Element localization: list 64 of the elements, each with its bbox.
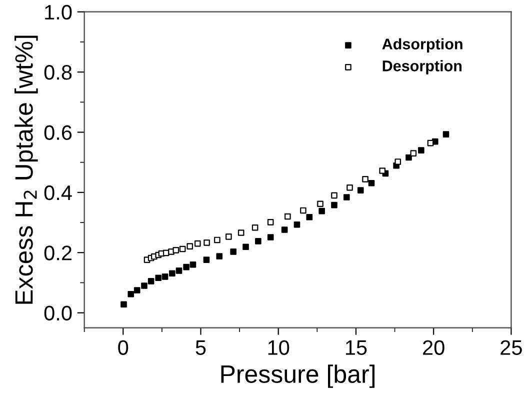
point	[368, 180, 375, 186]
y-tick-label: 0.6	[44, 125, 72, 140]
point	[317, 200, 324, 208]
point	[362, 176, 368, 182]
point	[267, 234, 274, 240]
point	[162, 274, 168, 280]
point	[267, 219, 274, 226]
point	[230, 248, 236, 255]
x-tick-label: 10	[268, 340, 290, 355]
point	[190, 261, 196, 268]
point	[134, 287, 140, 294]
point	[255, 238, 262, 244]
point	[141, 282, 148, 289]
point	[394, 158, 402, 165]
point	[357, 187, 364, 194]
y-tick-label: 0.0	[44, 306, 72, 321]
point	[306, 214, 313, 220]
point	[427, 140, 434, 146]
point	[186, 243, 194, 250]
point	[406, 154, 412, 161]
point	[442, 131, 450, 138]
point	[204, 240, 210, 246]
point	[148, 278, 154, 284]
point	[179, 246, 186, 252]
point	[379, 168, 386, 174]
point	[418, 147, 424, 154]
point	[169, 270, 176, 277]
point	[226, 234, 232, 240]
point	[284, 213, 291, 220]
y-axis-title: Excess H$_{2}$ Uptake [wt%]	[14, 36, 38, 304]
point	[176, 268, 182, 274]
point	[410, 150, 417, 156]
x-tick-label: 25	[500, 340, 522, 355]
point	[242, 244, 249, 250]
y-tick-label: 1.0	[45, 4, 72, 20]
y-tick-label: 0.4	[44, 185, 72, 200]
point	[238, 230, 244, 236]
point	[294, 221, 300, 228]
point	[346, 184, 353, 191]
y-tick-label: 0.8	[44, 65, 72, 80]
x-tick-label: 15	[346, 340, 367, 355]
point	[203, 256, 210, 263]
x-tick-label: 0	[118, 340, 128, 355]
x-tick-label: 5	[196, 340, 206, 355]
legend-label: Desorption	[382, 60, 462, 74]
point	[155, 274, 162, 282]
y-tick-label: 0.2	[44, 246, 72, 260]
point	[216, 253, 223, 260]
x-axis-title: Pressure [bar]	[221, 364, 374, 388]
point	[331, 192, 338, 199]
point	[172, 247, 180, 254]
point	[214, 236, 220, 244]
point	[252, 224, 258, 231]
point	[120, 301, 127, 308]
point	[183, 264, 190, 270]
point	[318, 208, 325, 214]
x-tick-label: 20	[423, 340, 444, 355]
point	[344, 194, 350, 200]
point	[128, 290, 134, 298]
point	[194, 240, 201, 247]
point	[300, 207, 306, 214]
legend-label: Adsorption	[382, 38, 462, 52]
point	[281, 226, 288, 233]
point	[331, 202, 338, 208]
